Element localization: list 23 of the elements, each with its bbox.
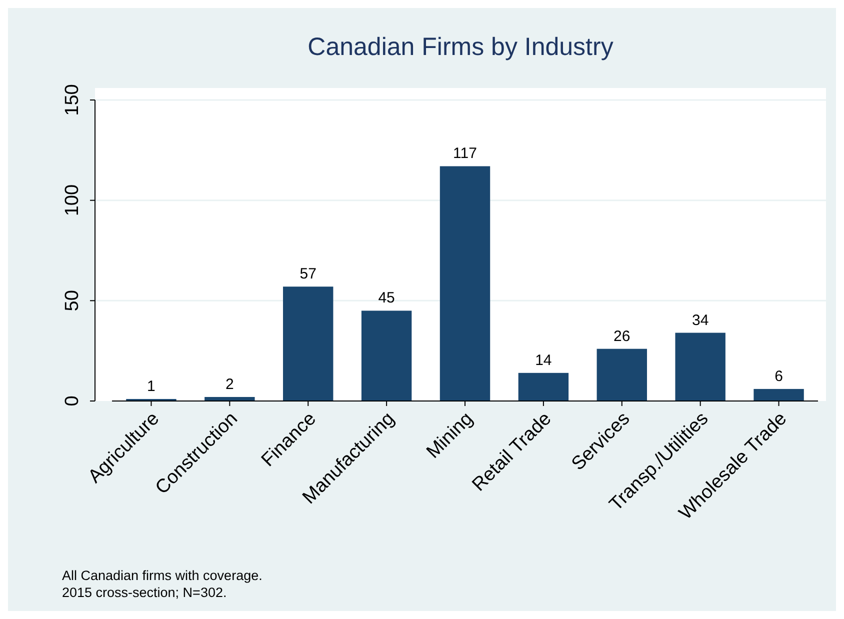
y-tick-label: 100: [62, 184, 83, 216]
bar: [675, 332, 726, 401]
text: All Canadian firms with coverage.: [62, 568, 262, 583]
data-label: 34: [692, 312, 709, 329]
data-label: 57: [300, 266, 316, 283]
bar: [440, 166, 490, 401]
data-label: 45: [378, 290, 395, 307]
bar: [754, 388, 804, 401]
bar: [361, 310, 412, 401]
data-label: 26: [614, 328, 630, 345]
y-tick-label: 150: [62, 84, 83, 116]
data-label: 117: [453, 145, 477, 162]
data-label: 6: [774, 368, 783, 385]
bar: [596, 348, 647, 401]
bar: [518, 372, 569, 401]
data-label: 2: [225, 376, 234, 393]
text: 2015 cross-section; N=302.: [62, 585, 227, 600]
chart-title: Canadian Firms by Industry: [308, 33, 614, 61]
bar: [283, 286, 334, 401]
data-label: 14: [535, 352, 552, 369]
data-label: 1: [147, 378, 156, 395]
y-tick-label: 0: [62, 396, 83, 406]
y-tick-label: 50: [62, 290, 83, 312]
